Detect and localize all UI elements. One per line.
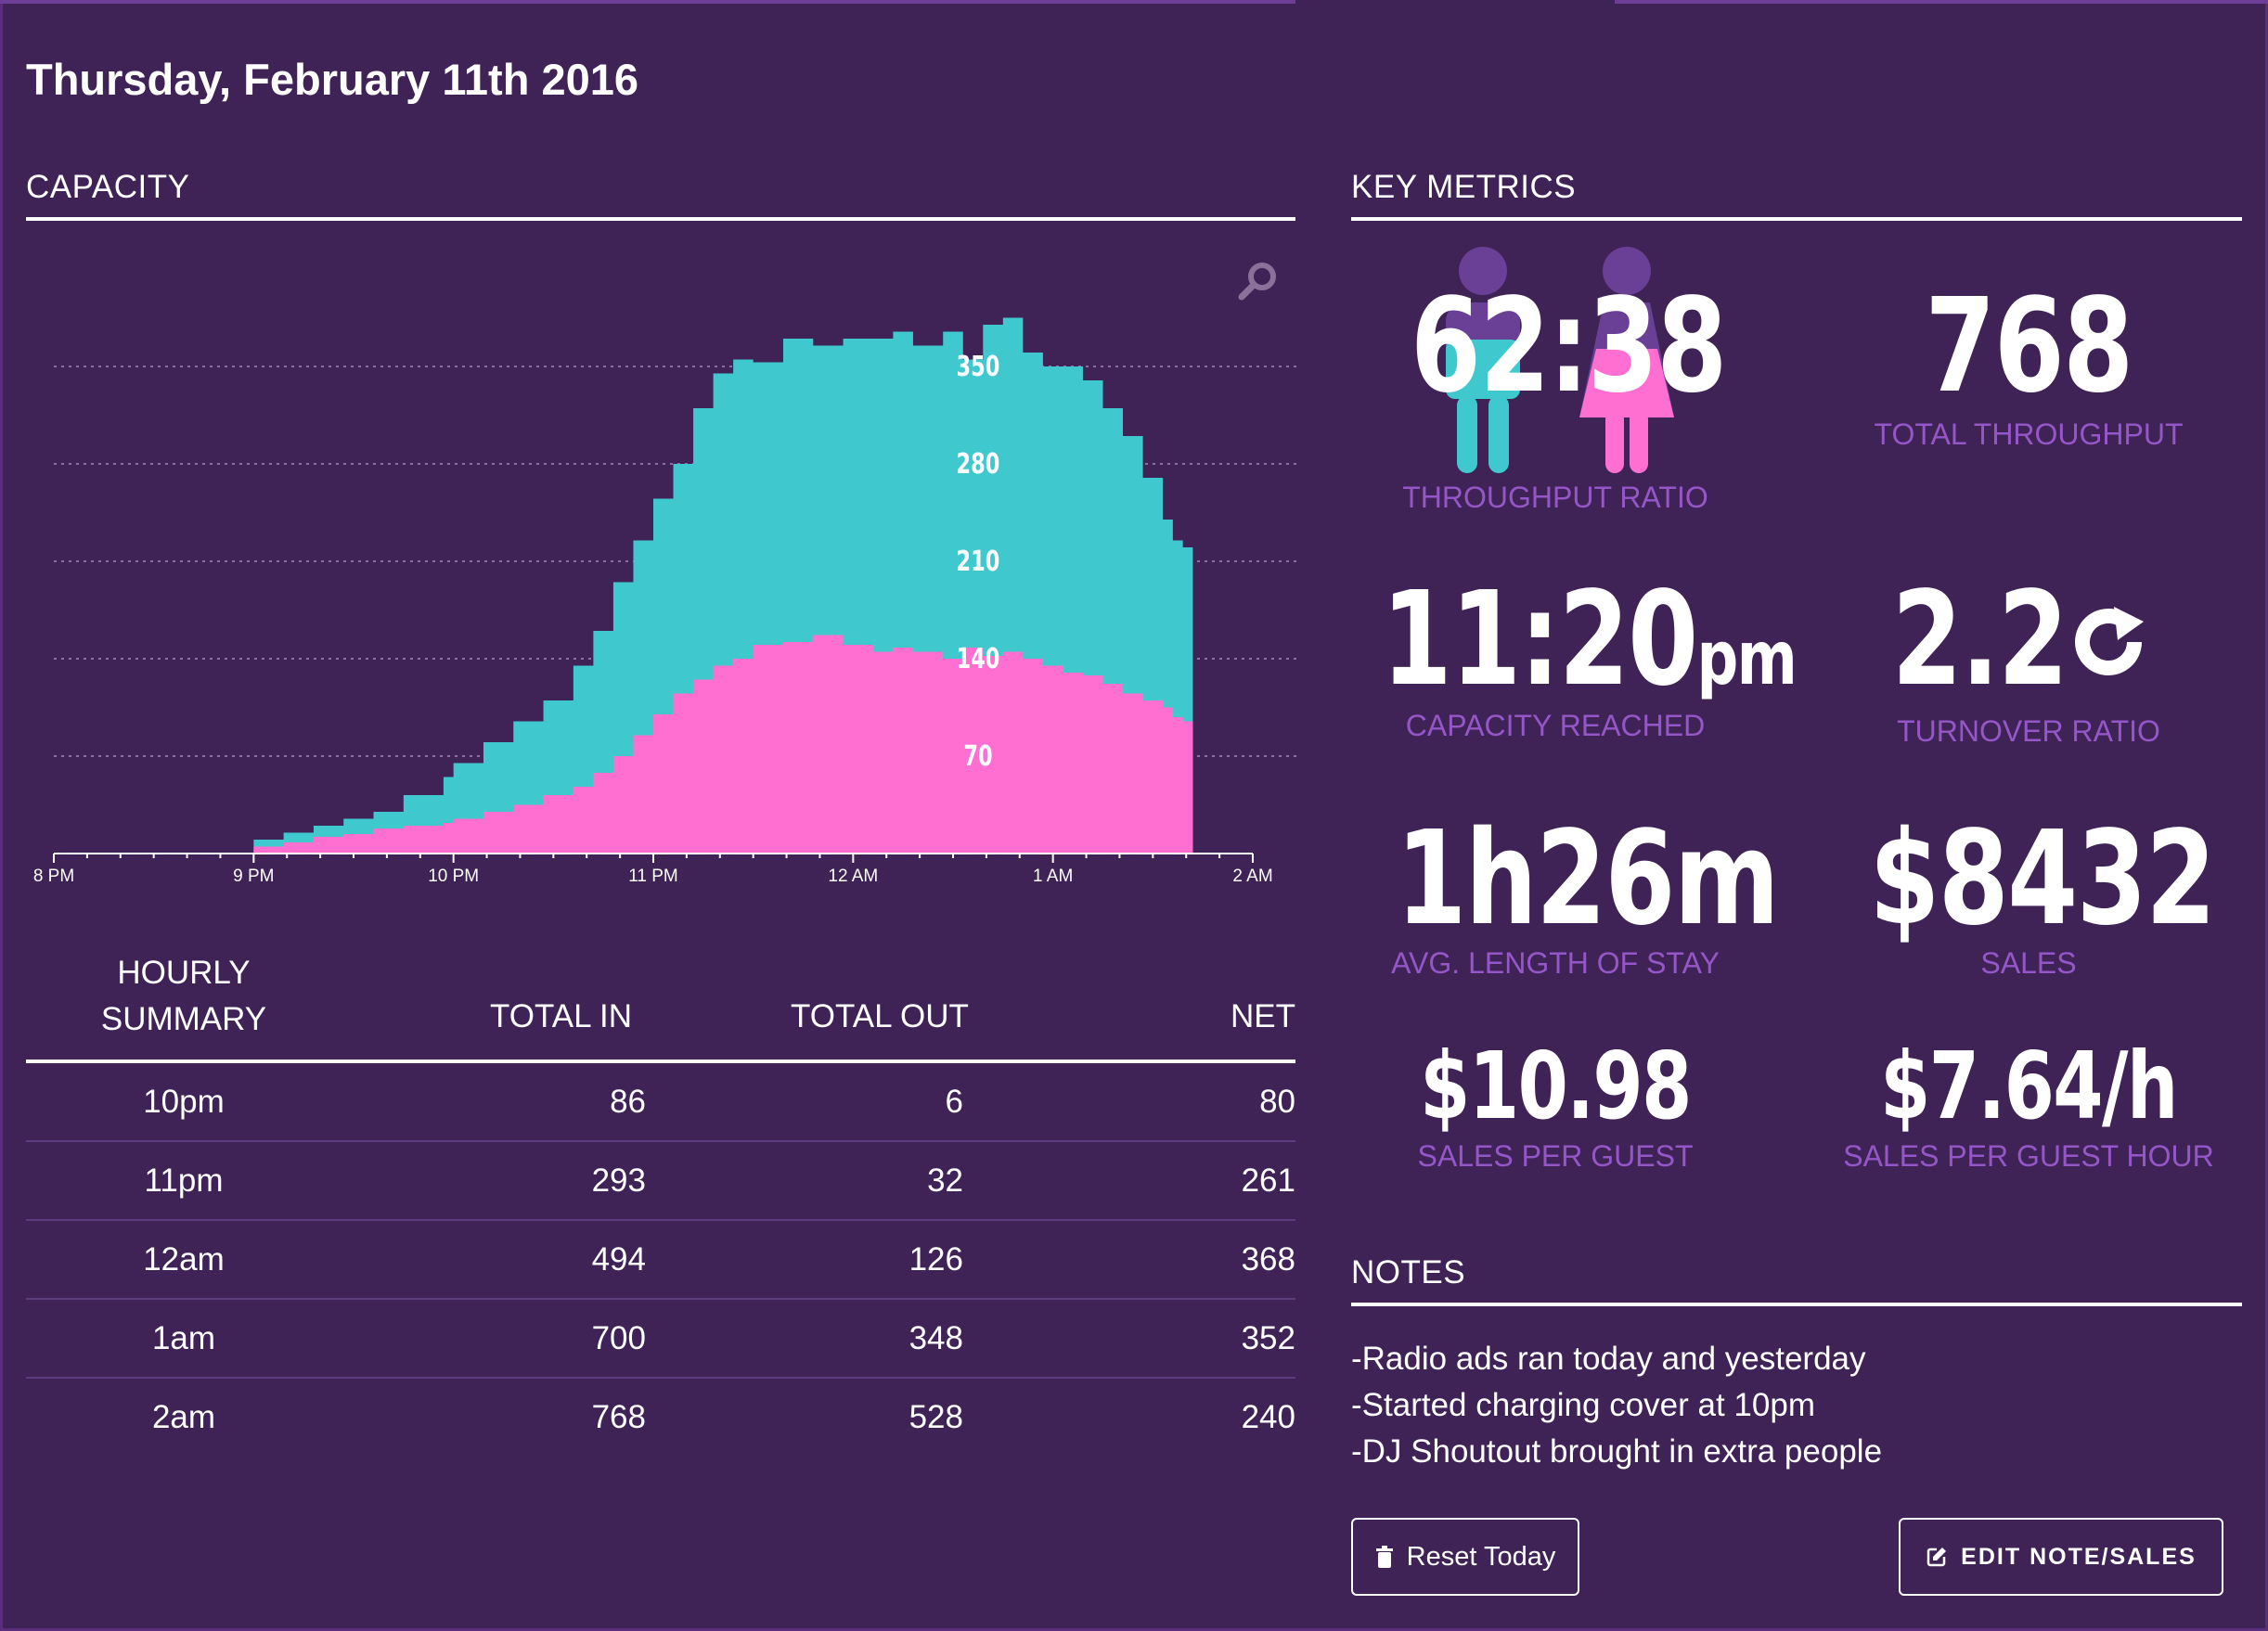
- cell-net: 240: [1241, 1399, 1295, 1435]
- x-tick-label: 12 AM: [828, 867, 878, 886]
- cell-out: 126: [908, 1241, 963, 1278]
- x-tick-label: 8 PM: [33, 867, 74, 886]
- sales-per-guest-value: $10.98: [1420, 1032, 1692, 1140]
- sales-label: SALES: [1980, 946, 2077, 980]
- sales-per-guest-hour-label: SALES PER GUEST HOUR: [1843, 1139, 2214, 1173]
- table-row: 2am 768 528 240: [26, 1379, 1295, 1456]
- cell-in: 293: [591, 1162, 646, 1199]
- female-figure-icon: [1579, 247, 1674, 473]
- x-tick-label: 9 PM: [233, 867, 274, 886]
- edit-icon: [1927, 1548, 1947, 1567]
- male-figure-icon: [1446, 247, 1520, 473]
- reset-today-button[interactable]: Reset Today: [1351, 1518, 1579, 1596]
- sales-value: $8432: [1869, 803, 2216, 955]
- cell-net: 352: [1241, 1320, 1295, 1356]
- y-tick-label: 350: [957, 351, 1000, 383]
- turnover-ratio-label: TURNOVER RATIO: [1897, 714, 2160, 748]
- cell-net: 80: [1259, 1084, 1295, 1120]
- top-accent-line-right: [1615, 0, 2268, 4]
- table-body: 10pm 86 6 80 11pm 293 32 261 12am 494 126 368 1am 700…: [26, 1063, 1295, 1456]
- header-total-in: TOTAL IN: [490, 998, 632, 1034]
- cell-out: 528: [908, 1399, 963, 1435]
- cell-period: 10pm: [143, 1084, 225, 1120]
- note-line: -Started charging cover at 10pm: [1351, 1387, 1815, 1423]
- reset-today-label: Reset Today: [1406, 1541, 1556, 1572]
- total-throughput-label: TOTAL THROUGHPUT: [1874, 417, 2184, 451]
- total-throughput-value: 768: [1925, 271, 2133, 422]
- table-row: 10pm 86 6 80: [26, 1063, 1295, 1142]
- y-tick-label: 140: [957, 643, 1000, 675]
- edit-note-sales-button[interactable]: EDIT NOTE/SALES: [1899, 1518, 2223, 1596]
- avg-stay-value: 1h26m: [1396, 803, 1779, 955]
- notes-text: -Radio ads ran today and yesterday -Star…: [1351, 1336, 1882, 1475]
- cell-in: 768: [591, 1399, 646, 1435]
- page-title: Thursday, February 11th 2016: [26, 55, 639, 104]
- throughput-ratio-value: 62:38: [1411, 271, 1727, 422]
- cell-out: 6: [945, 1084, 963, 1120]
- cell-net: 261: [1241, 1162, 1295, 1199]
- cell-out: 348: [908, 1320, 963, 1356]
- key-metrics-title: KEY METRICS: [1351, 169, 2242, 221]
- top-accent-line: [0, 0, 1295, 4]
- throughput-ratio-label: THROUGHPUT RATIO: [1402, 481, 1708, 514]
- sales-per-guest-hour-value: $7.64/h: [1880, 1032, 2178, 1140]
- cell-period: 11pm: [144, 1162, 224, 1199]
- table-header: HOURLY SUMMARY TOTAL IN TOTAL OUT NET: [26, 946, 1295, 1063]
- area-in-house: [253, 635, 1193, 854]
- refresh-icon: [2075, 607, 2144, 675]
- x-tick-label: 10 PM: [428, 867, 479, 886]
- zoom-icon[interactable]: [1232, 256, 1284, 308]
- y-tick-label: 210: [957, 546, 1000, 578]
- table-row: 11pm 293 32 261: [26, 1142, 1295, 1221]
- capacity-section-title: CAPACITY: [26, 169, 1295, 221]
- turnover-ratio-value: 2.2: [1891, 564, 2068, 715]
- cell-period: 2am: [151, 1399, 216, 1435]
- y-tick-label: 70: [963, 740, 992, 773]
- header-total-out: TOTAL OUT: [791, 998, 969, 1034]
- note-line: -Radio ads ran today and yesterday: [1351, 1341, 1866, 1377]
- capacity-reached-suffix: pm: [1696, 615, 1798, 701]
- avg-stay-label: AVG. LENGTH OF STAY: [1391, 946, 1720, 980]
- cell-in: 494: [591, 1241, 646, 1278]
- cell-in: 86: [610, 1084, 646, 1120]
- note-line: -DJ Shoutout brought in extra people: [1351, 1433, 1883, 1470]
- x-tick-label: 1 AM: [1033, 867, 1073, 886]
- trash-icon: [1375, 1546, 1393, 1568]
- header-hourly-summary: HOURLY SUMMARY: [100, 955, 267, 1037]
- header-net: NET: [1231, 998, 1295, 1034]
- capacity-reached-label: CAPACITY REACHED: [1405, 709, 1706, 742]
- cell-out: 32: [927, 1162, 963, 1199]
- x-tick-label: 2 AM: [1232, 867, 1272, 886]
- table-row: 12am 494 126 368: [26, 1221, 1295, 1300]
- cell-period: 12am: [143, 1241, 225, 1278]
- notes-title: NOTES: [1351, 1254, 2242, 1306]
- table-row: 1am 700 348 352: [26, 1300, 1295, 1379]
- capacity-reached-value: 11:20pm: [1381, 564, 1798, 715]
- hourly-summary-table: HOURLY SUMMARY TOTAL IN TOTAL OUT NET 10…: [26, 946, 1295, 1456]
- cell-in: 700: [591, 1320, 646, 1356]
- capacity-chart: 70 140 210 280 350 8 PM 9 PM 10 PM 11 PM 12 AM 1 A…: [33, 317, 1297, 886]
- y-tick-label: 280: [957, 448, 1000, 481]
- edit-note-sales-label: EDIT NOTE/SALES: [1961, 1543, 2197, 1570]
- cell-period: 1am: [151, 1320, 216, 1356]
- cell-net: 368: [1241, 1241, 1295, 1278]
- sales-per-guest-label: SALES PER GUEST: [1417, 1139, 1694, 1173]
- x-tick-label: 11 PM: [628, 867, 678, 886]
